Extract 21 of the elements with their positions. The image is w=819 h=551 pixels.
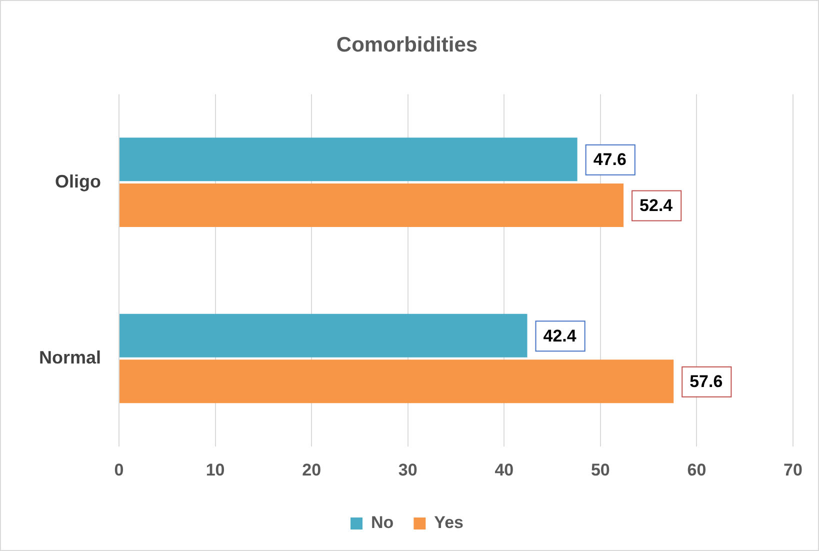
y-tick-label: Normal [39,347,102,368]
bar [120,314,528,358]
x-tick-label: 30 [398,460,418,480]
x-tick-label: 40 [494,460,514,480]
bar [120,360,674,404]
x-tick-label: 20 [302,460,322,480]
legend-label: Yes [434,513,464,532]
legend-label: No [371,513,394,532]
bar [120,183,624,227]
data-label: 42.4 [543,326,577,346]
y-tick-label: Oligo [55,171,102,192]
x-tick-label: 50 [590,460,610,480]
chart-title: Comorbidities [336,33,478,56]
bar [120,138,578,182]
data-label: 47.6 [593,150,626,170]
x-tick-label: 0 [114,460,124,480]
data-label: 52.4 [640,196,674,215]
data-label: 57.6 [690,372,723,392]
x-tick-label: 10 [206,460,225,480]
x-tick-label: 70 [784,460,802,480]
x-tick-label: 60 [687,460,706,480]
